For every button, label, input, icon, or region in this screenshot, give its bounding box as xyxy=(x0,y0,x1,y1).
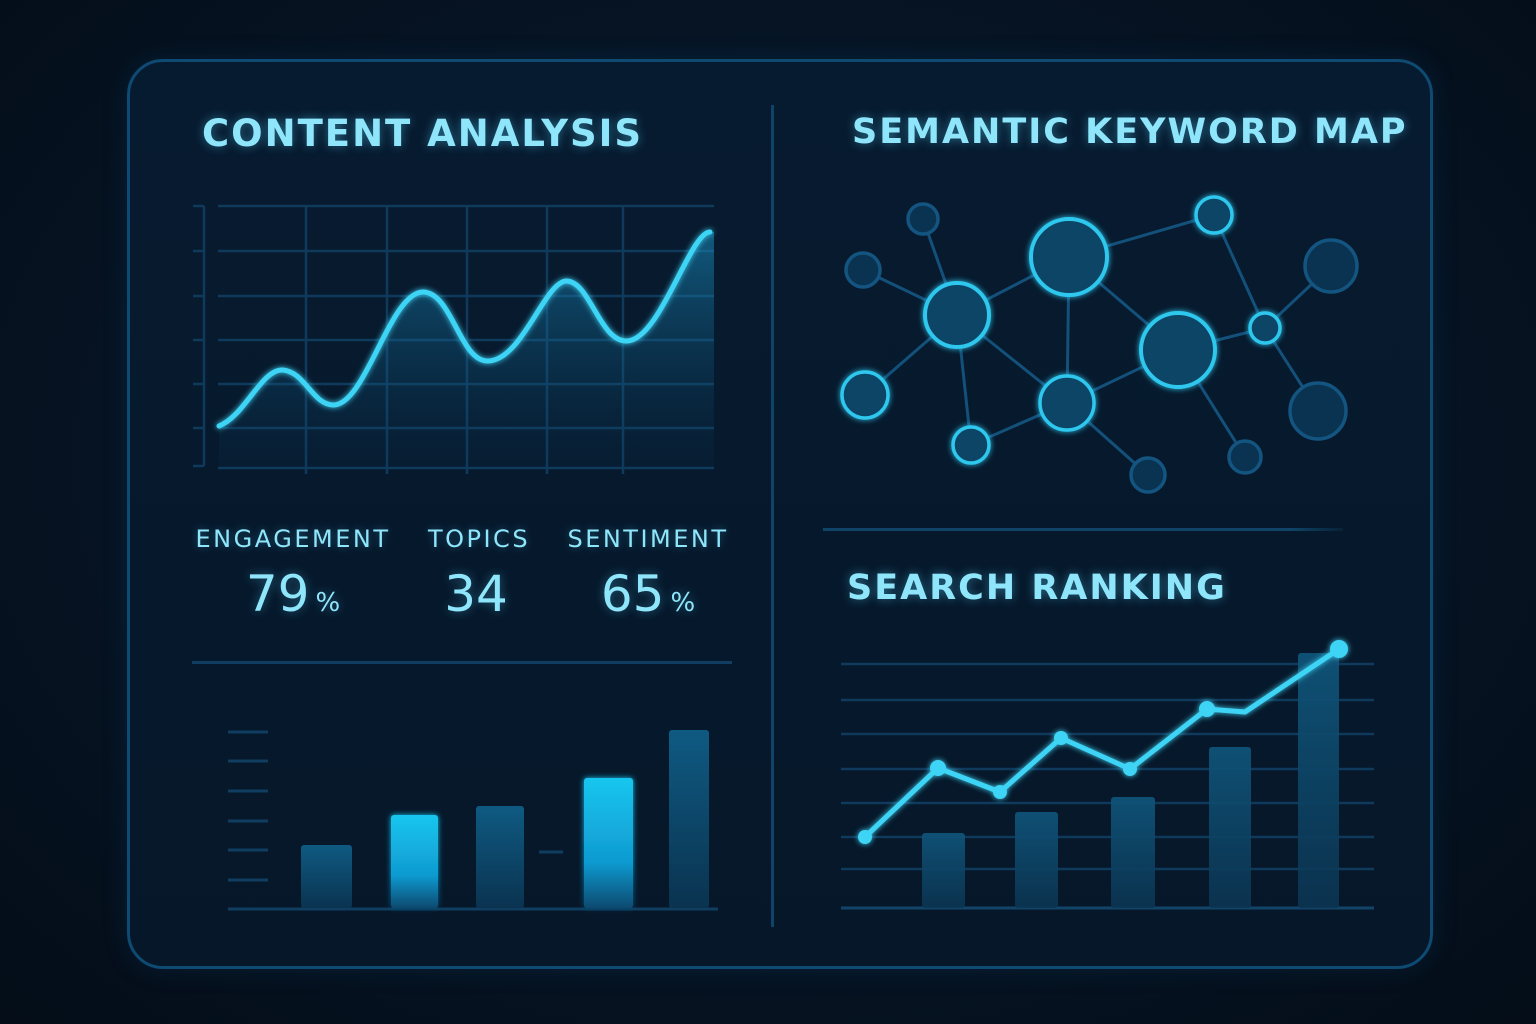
bar-5 xyxy=(669,730,709,908)
keyword-node[interactable] xyxy=(1194,195,1234,235)
bar-2 xyxy=(391,815,438,908)
rank-line xyxy=(863,646,1341,839)
rank-bar-4 xyxy=(1209,747,1251,908)
content-bar-chart xyxy=(228,730,718,911)
keyword-node[interactable] xyxy=(1139,311,1217,389)
keyword-node[interactable] xyxy=(1227,439,1263,475)
metric-sentiment: SENTIMENT 65% xyxy=(562,525,734,623)
keyword-node[interactable] xyxy=(1303,238,1359,294)
keyword-node[interactable] xyxy=(1248,311,1282,345)
rank-bar-2 xyxy=(1015,812,1058,908)
keyword-node[interactable] xyxy=(1029,217,1109,297)
keyword-node[interactable] xyxy=(1288,381,1348,441)
content-line-chart xyxy=(193,204,714,474)
rank-bar-1 xyxy=(922,833,965,908)
rank-bar-3 xyxy=(1111,797,1155,908)
keyword-node[interactable] xyxy=(1038,374,1096,432)
metric-label: ENGAGEMENT xyxy=(195,525,391,553)
keyword-node[interactable] xyxy=(1129,456,1167,494)
metric-label: SENTIMENT xyxy=(567,525,729,553)
search-ranking-title: SEARCH RANKING xyxy=(847,568,1227,608)
rank-points xyxy=(858,640,1348,844)
keyword-network xyxy=(840,195,1359,494)
bar-1 xyxy=(301,845,352,908)
metric-label: TOPICS xyxy=(427,525,531,553)
keyword-map-title: SEMANTIC KEYWORD MAP xyxy=(852,112,1408,152)
content-area-fill xyxy=(219,232,714,468)
content-analysis-title: CONTENT ANALYSIS xyxy=(202,112,644,155)
search-ranking-chart xyxy=(841,640,1374,910)
bar-4 xyxy=(584,778,633,908)
metric-topics: TOPICS 34 xyxy=(418,525,540,623)
keyword-node[interactable] xyxy=(844,251,882,289)
metric-value: 79% xyxy=(245,565,341,623)
metric-engagement: ENGAGEMENT 79% xyxy=(190,525,396,623)
keyword-node[interactable] xyxy=(840,370,890,420)
section-divider xyxy=(823,528,1343,531)
keyword-edge xyxy=(1212,214,1267,329)
keyword-node[interactable] xyxy=(951,425,991,465)
content-line xyxy=(216,229,713,429)
metric-value: 65% xyxy=(600,565,696,623)
vertical-divider xyxy=(771,105,774,927)
rank-bar-5 xyxy=(1298,653,1339,908)
keyword-node[interactable] xyxy=(906,202,940,236)
keyword-node[interactable] xyxy=(923,281,991,349)
bar-3 xyxy=(476,806,524,908)
metric-value: 34 xyxy=(444,565,508,623)
metrics-divider xyxy=(192,661,732,664)
